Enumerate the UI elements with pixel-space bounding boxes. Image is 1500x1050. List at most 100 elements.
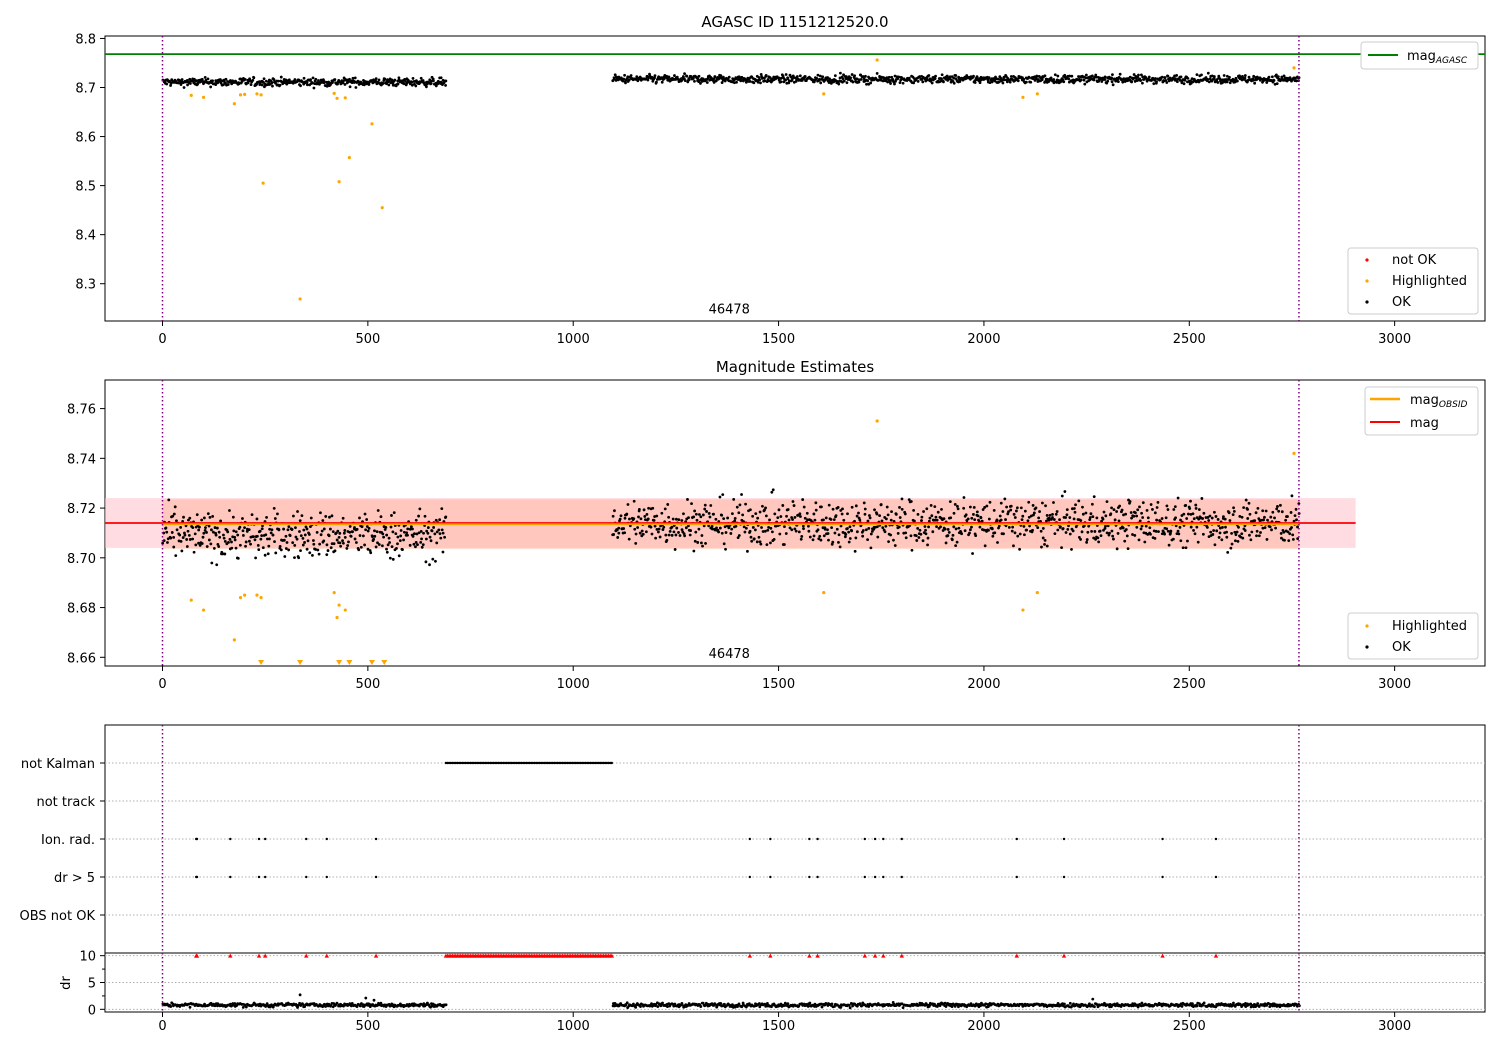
ok-point [1186, 539, 1189, 543]
ok-point [802, 505, 806, 509]
ok-point [1048, 513, 1052, 517]
ok-point [1154, 77, 1157, 80]
ok-point [401, 548, 404, 551]
ok-point [757, 535, 761, 539]
ok-point [1155, 506, 1159, 509]
ok-point [1065, 508, 1069, 512]
ok-point [343, 535, 347, 539]
ok-point [733, 519, 737, 523]
ok-point [1062, 80, 1066, 84]
not-kalman-point [579, 761, 582, 765]
ok-point [1241, 536, 1245, 540]
x-tick-label: 3000 [1378, 332, 1411, 347]
ok-point [164, 526, 168, 530]
ok-point [921, 80, 925, 84]
ok-point [222, 83, 225, 87]
ok-point [1112, 508, 1116, 512]
ok-point [429, 539, 433, 543]
ok-point [1116, 532, 1120, 535]
ok-point [1218, 531, 1222, 535]
ok-point [1180, 1004, 1184, 1008]
ok-point [309, 525, 312, 529]
ok-point [274, 551, 278, 555]
ok-point [650, 532, 654, 536]
ok-point [1226, 550, 1230, 554]
ok-point [839, 1005, 843, 1009]
ok-point [324, 515, 328, 518]
ok-point [735, 80, 738, 84]
ok-point [167, 498, 171, 502]
not-kalman-point [516, 761, 520, 765]
y-tick-label: 8.70 [67, 552, 96, 567]
ok-point [1259, 531, 1262, 534]
ok-point [623, 73, 626, 77]
ok-point [875, 72, 879, 75]
ok-point [811, 538, 815, 542]
ok-point [1139, 79, 1142, 82]
ok-point [251, 78, 255, 82]
ok-point [1136, 508, 1140, 512]
ok-point [884, 517, 888, 521]
ok-point [365, 518, 369, 521]
ok-point [687, 516, 690, 520]
ok-point [866, 79, 870, 83]
ok-point [343, 83, 347, 86]
ok-point [1005, 505, 1008, 509]
ok-point [1068, 1001, 1072, 1005]
ok-point [1145, 508, 1149, 512]
ok-point [770, 530, 774, 534]
ok-point [200, 542, 204, 545]
ok-point [1052, 501, 1055, 504]
ok-point [228, 509, 231, 512]
ok-point [386, 543, 390, 547]
legend-mag-obsid-sub: OBSID [1439, 400, 1468, 410]
ok-point [789, 75, 793, 79]
ok-point [211, 79, 214, 83]
ok-point [187, 518, 190, 522]
red-flag-marker [609, 953, 615, 958]
ok-point [444, 515, 448, 519]
ok-point [1290, 494, 1294, 498]
ok-point [1128, 500, 1132, 503]
ok-point [700, 534, 704, 537]
ok-point [743, 530, 747, 534]
ok-point [740, 1005, 744, 1009]
ok-point [353, 526, 356, 529]
ok-point [942, 80, 945, 84]
ion-rad-point [229, 837, 232, 841]
ok-point [175, 519, 178, 523]
panel-mag-legend-upper: magOBSID mag [1364, 386, 1479, 436]
ok-point [311, 76, 315, 80]
ok-point [353, 76, 357, 80]
ok-point [783, 1001, 787, 1005]
ok-point [1277, 509, 1281, 513]
not-kalman-point [551, 761, 554, 765]
not-kalman-point [521, 761, 525, 765]
ok-point [231, 1003, 235, 1007]
ok-point [625, 1001, 629, 1005]
ok-point [330, 514, 334, 518]
ok-point [640, 529, 644, 533]
ok-point [940, 73, 944, 77]
ok-point [1002, 75, 1006, 79]
ok-point [317, 79, 320, 82]
ok-point [960, 532, 963, 536]
ion-rad-point [1015, 837, 1018, 841]
ok-point [1206, 77, 1210, 81]
highlighted-point [232, 638, 236, 642]
ok-point [1178, 525, 1182, 529]
ok-point [299, 534, 303, 538]
ok-point [371, 535, 374, 539]
ok-point [847, 540, 851, 544]
ok-point [1103, 527, 1107, 530]
ok-point [879, 503, 883, 506]
ok-point [1001, 81, 1005, 85]
x-tick-label: 1000 [557, 677, 590, 692]
panel-agasc: AGASC ID 1151212520.0 0 500 1000 1500 2000 25… [75, 13, 1486, 347]
ok-point [1225, 535, 1229, 539]
ok-point [962, 496, 966, 499]
ok-point [995, 518, 999, 522]
ok-point [1268, 1005, 1272, 1009]
